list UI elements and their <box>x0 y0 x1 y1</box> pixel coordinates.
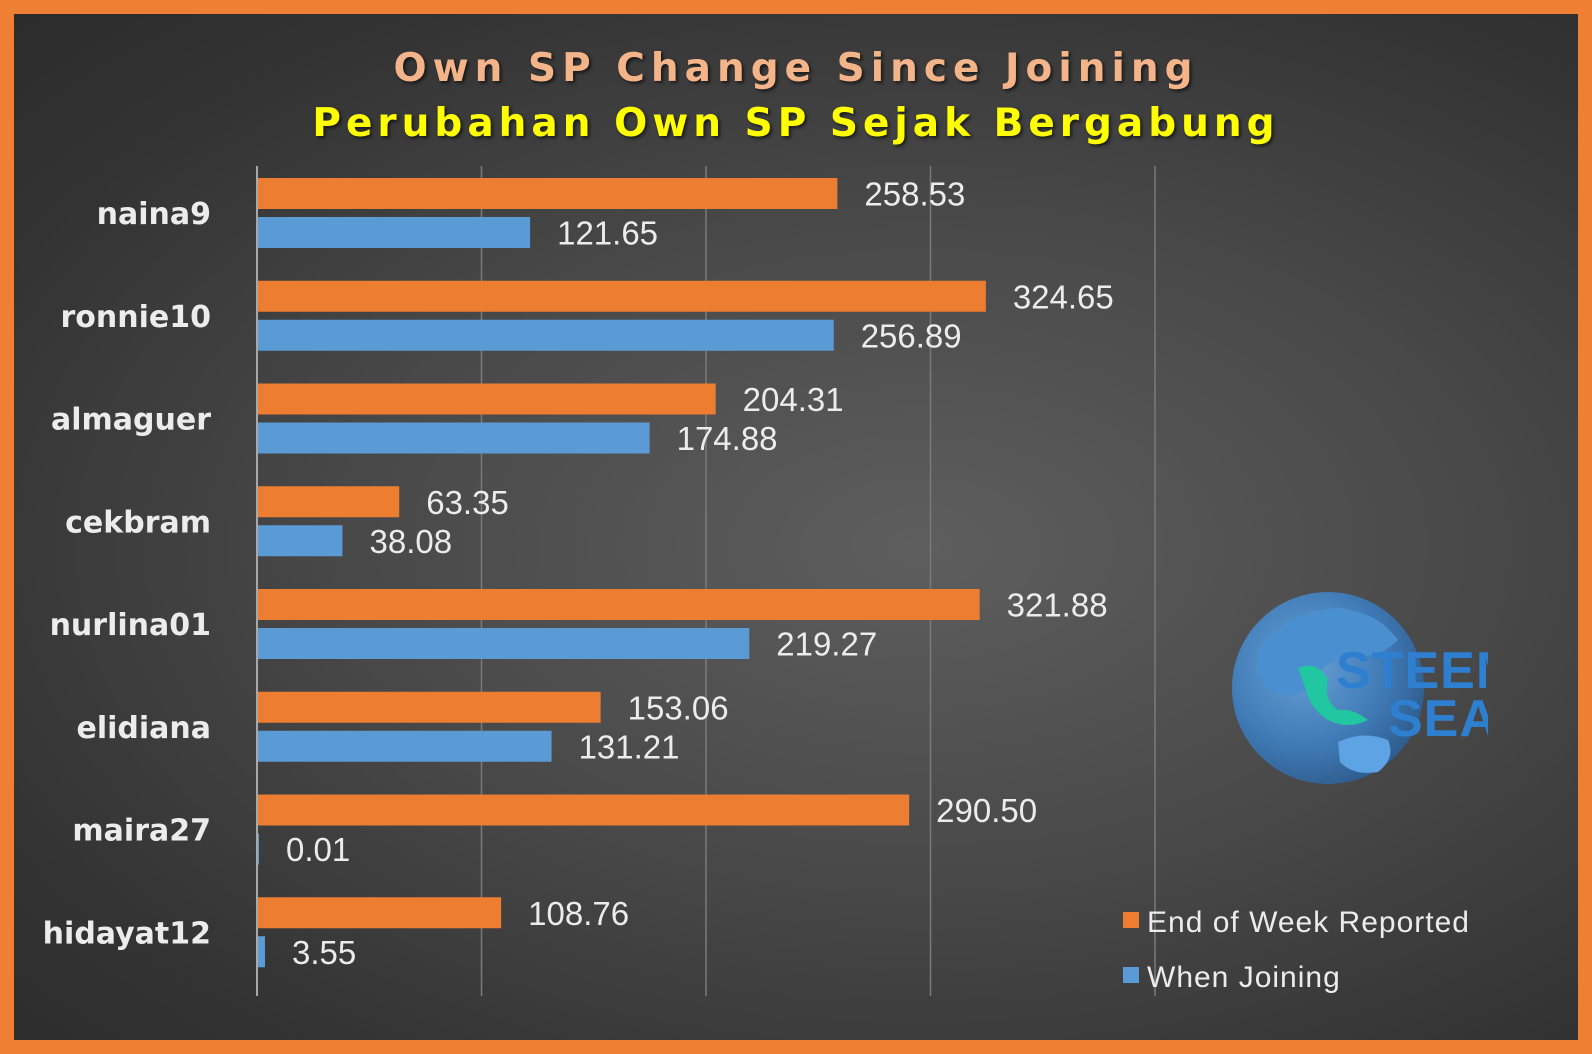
legend-swatch-when-joining <box>1123 967 1139 983</box>
data-label: 38.08 <box>369 523 452 560</box>
category-label: cekbram <box>65 505 211 540</box>
bar-end-of-week <box>257 897 502 929</box>
data-label: 321.88 <box>1007 587 1108 624</box>
data-label: 153.06 <box>628 689 729 726</box>
category-label: nurlina01 <box>50 608 211 643</box>
legend: End of Week Reported When Joining <box>1123 906 1470 994</box>
southeast-asia-shape <box>1298 665 1368 725</box>
data-label: 258.53 <box>864 176 965 213</box>
data-label: 108.76 <box>528 895 629 932</box>
bar-when-joining <box>257 730 552 762</box>
legend-label-end-of-week: End of Week Reported <box>1147 906 1470 939</box>
australia-shape <box>1338 735 1391 773</box>
category-label: hidayat12 <box>43 916 211 951</box>
category-label: elidiana <box>76 711 211 746</box>
data-label: 290.50 <box>936 792 1037 829</box>
bar-when-joining <box>257 319 834 351</box>
data-label: 174.88 <box>677 420 778 457</box>
bar-when-joining <box>257 936 265 968</box>
data-label: 131.21 <box>579 728 680 765</box>
data-label: 0.01 <box>286 831 350 868</box>
data-label: 121.65 <box>557 215 658 252</box>
category-label: naina9 <box>97 197 211 232</box>
chart-subtitle: Perubahan Own SP Sejak Bergabung <box>312 101 1280 146</box>
bar-when-joining <box>257 628 750 659</box>
category-label: ronnie10 <box>61 300 212 335</box>
bar-end-of-week <box>257 486 400 518</box>
data-label: 219.27 <box>776 626 877 663</box>
bar-end-of-week <box>257 383 716 415</box>
data-label: 256.89 <box>861 317 962 354</box>
bar-end-of-week <box>257 589 980 620</box>
category-labels: naina9 ronnie10 almaguer cekbram nurlina01 el… <box>43 197 212 951</box>
logo-text-steem: STEEM <box>1336 642 1488 700</box>
bars <box>257 178 986 968</box>
logo-text-sea: SEA <box>1388 690 1488 748</box>
bar-when-joining <box>257 525 343 557</box>
bar-end-of-week <box>257 178 838 209</box>
legend-label-when-joining: When Joining <box>1147 961 1341 994</box>
bar-end-of-week <box>257 794 910 826</box>
steem-sea-logo: STEEM SEA <box>1232 592 1488 784</box>
category-label: maira27 <box>72 814 211 849</box>
landmass-shape <box>1256 608 1398 695</box>
data-label: 324.65 <box>1013 278 1114 315</box>
bar-when-joining <box>257 217 531 248</box>
data-label: 204.31 <box>743 381 844 418</box>
bar-end-of-week <box>257 691 601 723</box>
data-label: 63.35 <box>426 484 509 521</box>
bar-end-of-week <box>257 280 986 312</box>
data-label: 3.55 <box>292 934 356 971</box>
bar-when-joining <box>257 422 650 454</box>
chart-title: Own SP Change Since Joining <box>393 46 1199 91</box>
category-label: almaguer <box>51 403 211 438</box>
legend-swatch-end-of-week <box>1123 912 1139 928</box>
